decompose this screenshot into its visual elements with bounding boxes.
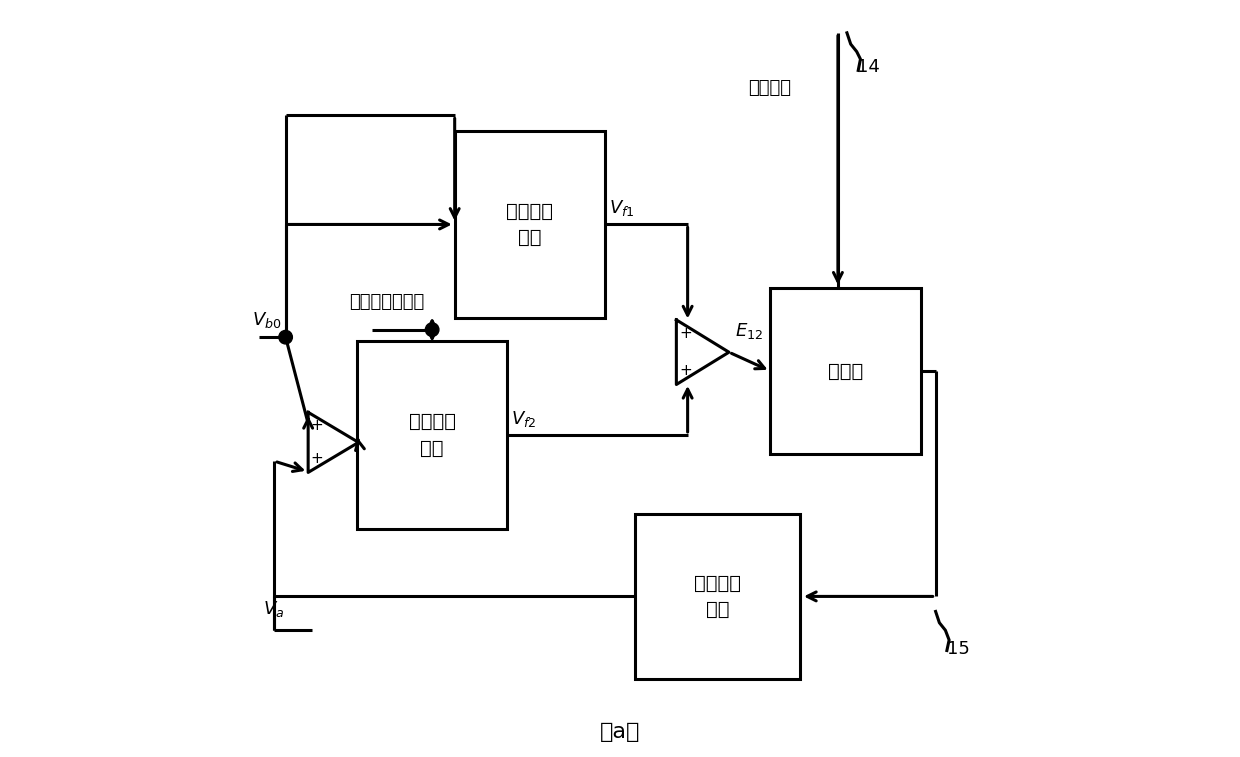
Text: 15: 15 [947, 640, 970, 658]
Bar [357, 341, 507, 529]
Text: 解调器: 解调器 [828, 362, 863, 381]
Text: 计算控制
模块: 计算控制 模块 [694, 574, 742, 619]
Circle shape [279, 330, 293, 344]
Text: $E_{12}$: $E_{12}$ [735, 321, 763, 341]
Text: 第二加速
度计: 第二加速 度计 [409, 412, 455, 458]
Bar [635, 514, 800, 679]
Bar [455, 130, 605, 319]
Text: 14: 14 [857, 58, 879, 76]
Text: （a）: （a） [600, 721, 640, 742]
Text: +: + [311, 419, 324, 433]
Circle shape [425, 323, 439, 336]
Text: +: + [680, 363, 692, 378]
Text: +: + [311, 451, 324, 466]
Text: $V_{f2}$: $V_{f2}$ [511, 409, 537, 429]
Bar [770, 288, 920, 453]
Text: $V_{f1}$: $V_{f1}$ [609, 198, 635, 219]
Text: $V_{b0}$: $V_{b0}$ [252, 310, 281, 329]
Text: 第一加速
度计: 第一加速 度计 [506, 201, 553, 248]
Text: 参考信号: 参考信号 [748, 79, 791, 97]
Text: $V_a$: $V_a$ [263, 599, 284, 619]
Text: 外界加速度输入: 外界加速度输入 [350, 293, 425, 311]
Text: +: + [680, 326, 692, 341]
